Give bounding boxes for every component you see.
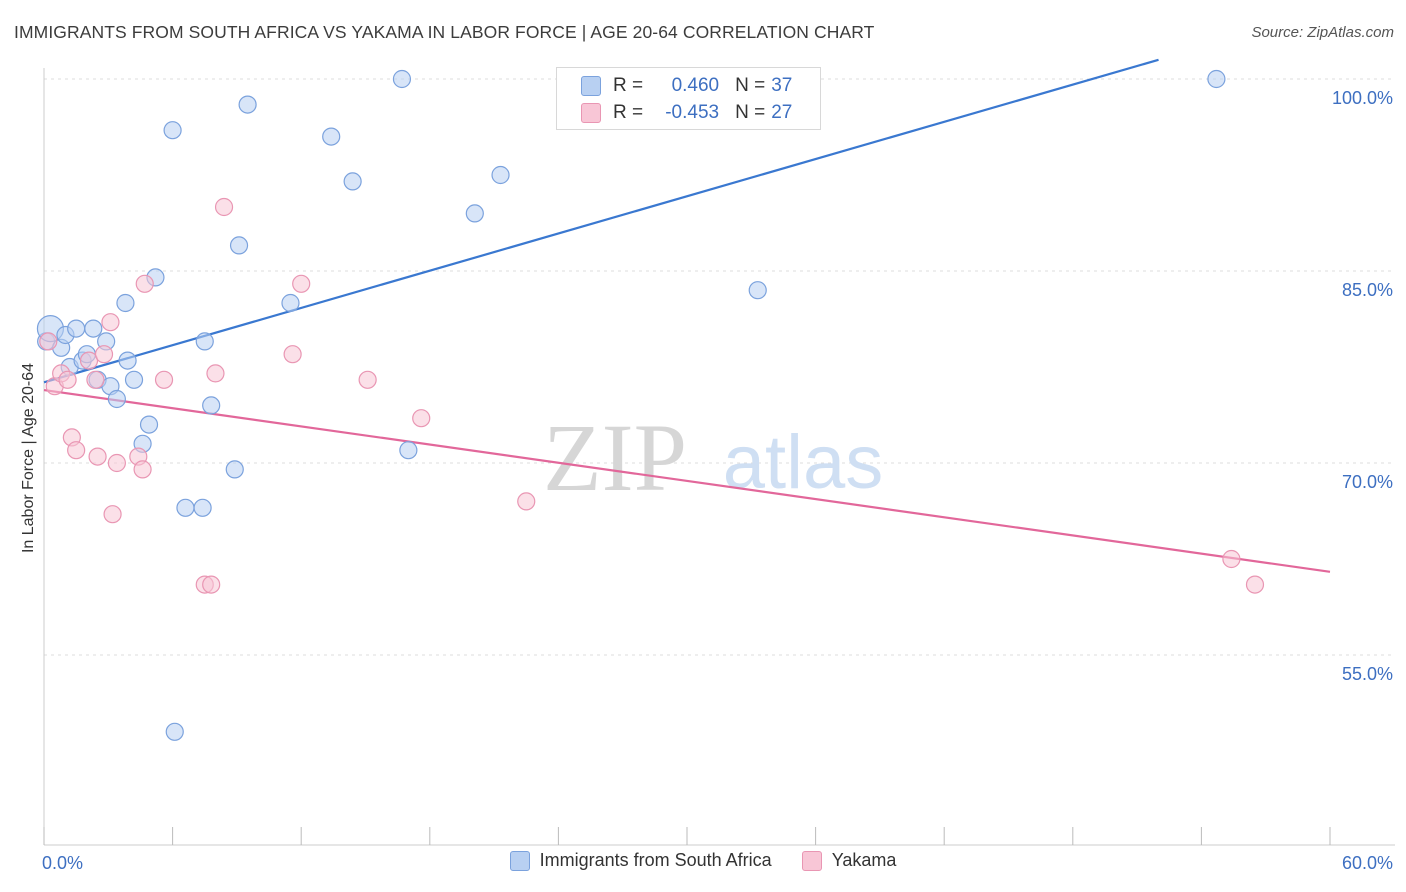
x-tick-label: 0.0% <box>42 853 83 873</box>
y-tick-label: 85.0% <box>1342 280 1393 300</box>
point-south-africa <box>116 293 135 313</box>
source-credit: Source: ZipAtlas.com <box>1251 24 1394 41</box>
point-yakama <box>1245 575 1265 594</box>
legend-swatch-pink <box>801 850 822 871</box>
legend-label: Immigrants from South Africa <box>539 850 772 870</box>
blue-swatch <box>581 76 601 96</box>
point-yakama <box>67 441 86 460</box>
point-south-africa <box>748 281 767 300</box>
point-south-africa <box>67 319 86 338</box>
point-south-africa <box>107 389 126 409</box>
point-yakama <box>133 460 152 479</box>
trend-line-south-africa <box>43 58 1159 384</box>
point-south-africa <box>238 95 257 114</box>
legend-item-yakama: Yakama <box>801 850 897 871</box>
point-south-africa <box>193 498 212 517</box>
series-legend: Immigrants from South Africa Yakama <box>0 850 1406 871</box>
point-south-africa <box>165 722 184 741</box>
point-yakama <box>86 370 105 389</box>
y-tick-label: 100.0% <box>1332 88 1393 108</box>
point-south-africa <box>202 396 221 415</box>
tick-labels: 100.0% 85.0% 70.0% 55.0% 0.0% 60.0% <box>42 88 1393 873</box>
r-value: -0.453 <box>665 102 720 123</box>
point-south-africa <box>1207 69 1226 89</box>
legend-label: Yakama <box>831 850 897 870</box>
point-south-africa <box>139 415 159 434</box>
point-yakama <box>79 351 99 370</box>
chart-title: IMMIGRANTS FROM SOUTH AFRICA VS YAKAMA I… <box>14 22 875 42</box>
point-yakama <box>94 345 114 364</box>
point-yakama <box>202 575 221 594</box>
correlation-row-blue: R = 0.460 N = 37 <box>581 73 792 99</box>
legend-swatch-blue <box>509 850 530 871</box>
r-label: R = <box>613 102 644 123</box>
point-yakama <box>206 364 225 383</box>
point-yakama <box>1222 549 1241 569</box>
x-tick-label: 60.0% <box>1342 853 1393 873</box>
data-points <box>36 69 1265 741</box>
n-value: 37 <box>771 75 793 96</box>
trend-line-yakama <box>43 388 1331 573</box>
y-tick-label: 55.0% <box>1342 664 1393 684</box>
point-yakama <box>412 409 431 428</box>
pink-swatch <box>581 103 601 123</box>
point-south-africa <box>118 351 137 370</box>
y-axis-label: In Labor Force | Age 20-64 <box>20 362 37 554</box>
grid-lines <box>44 78 1395 656</box>
point-yakama <box>154 370 174 389</box>
watermark: ZIP atlas <box>543 404 883 511</box>
point-yakama <box>358 370 377 389</box>
point-yakama <box>214 197 234 217</box>
correlation-row-pink: R = -0.453 N = 27 <box>581 100 792 126</box>
n-value: 27 <box>771 102 793 123</box>
trend-lines <box>43 58 1331 573</box>
point-yakama <box>58 370 77 389</box>
n-label: N = <box>735 75 766 96</box>
point-south-africa <box>163 121 182 140</box>
point-yakama <box>39 332 58 351</box>
r-label: R = <box>613 75 644 96</box>
n-label: N = <box>735 102 766 123</box>
legend-item-south-africa: Immigrants from South Africa <box>509 850 772 871</box>
r-value: 0.460 <box>671 75 720 96</box>
point-south-africa <box>322 127 341 146</box>
point-south-africa <box>225 460 244 479</box>
point-yakama <box>517 492 536 511</box>
correlation-legend: R = 0.460 N = 37 R = -0.453 N = 27 <box>556 67 821 130</box>
point-south-africa <box>343 172 362 191</box>
point-south-africa <box>229 236 249 255</box>
point-south-africa <box>176 498 195 517</box>
point-south-africa <box>399 441 418 460</box>
point-south-africa <box>124 370 144 389</box>
point-south-africa <box>84 319 103 338</box>
y-tick-label: 70.0% <box>1342 472 1393 492</box>
point-yakama <box>88 447 107 466</box>
point-south-africa <box>392 69 412 89</box>
point-yakama <box>292 274 311 293</box>
point-yakama <box>101 313 120 332</box>
point-yakama <box>107 453 126 473</box>
point-yakama <box>135 274 154 293</box>
watermark-atlas: atlas <box>723 420 884 505</box>
point-yakama <box>103 505 122 524</box>
point-south-africa <box>195 332 214 351</box>
point-south-africa <box>491 165 510 185</box>
point-south-africa <box>465 204 484 223</box>
point-yakama <box>283 345 302 364</box>
point-south-africa <box>281 293 300 313</box>
axes <box>43 68 1395 846</box>
watermark-zip: ZIP <box>543 404 687 511</box>
